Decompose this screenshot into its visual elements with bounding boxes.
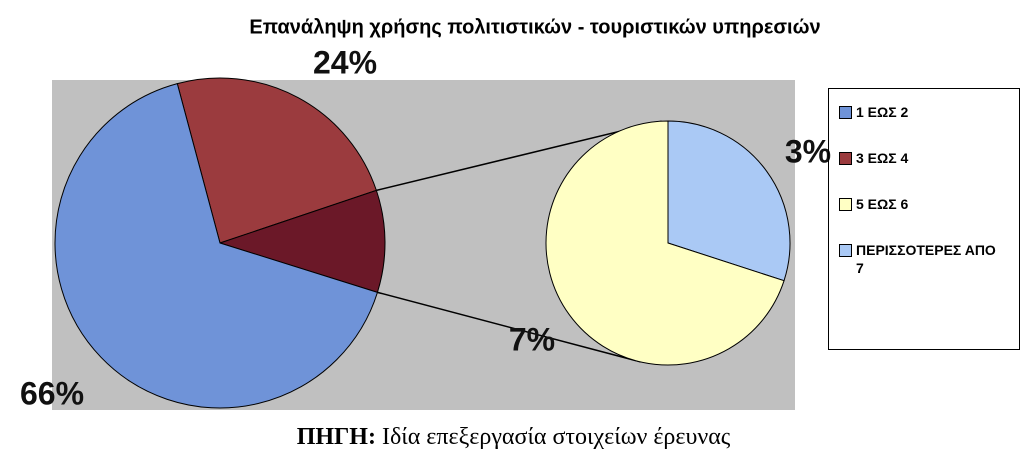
- connector: [377, 291, 641, 363]
- data-label: 66%: [20, 375, 84, 411]
- legend-item: ΠΕΡΙΣΣΟΤΕΡΕΣ ΑΠΟ 7: [839, 241, 1011, 277]
- data-label: 7%: [509, 321, 555, 357]
- legend-swatch: [839, 106, 852, 119]
- data-label: 24%: [313, 44, 377, 80]
- legend-label: 3 ΕΩΣ 4: [856, 150, 909, 166]
- pie-slice: [54, 83, 379, 409]
- data-label: 3%: [785, 133, 831, 169]
- legend-swatch: [839, 152, 852, 165]
- pie-slice: [667, 120, 791, 282]
- source: ΠΗΓΗ: Ιδία επεξεργασία στοιχείων έρευνας: [0, 424, 1027, 451]
- legend-item: 1 ΕΩΣ 2: [839, 103, 1011, 121]
- legend-item: 3 ΕΩΣ 4: [839, 149, 1011, 167]
- source-label: ΠΗΓΗ:: [296, 424, 376, 450]
- chart-title: Επανάληψη χρήσης πολιτιστικών - τουριστι…: [249, 16, 820, 38]
- legend-label: 1 ΕΩΣ 2: [856, 104, 909, 120]
- connector: [376, 120, 662, 192]
- legend-item: 5 ΕΩΣ 6: [839, 195, 1011, 213]
- pie-slice: [176, 77, 378, 244]
- legend-label: ΠΕΡΙΣΣΟΤΕΡΕΣ ΑΠΟ 7: [856, 242, 996, 276]
- pie-slice: [545, 120, 785, 366]
- legend-swatch: [839, 244, 852, 257]
- pie-slice-other: [218, 189, 386, 293]
- legend-label: 5 ΕΩΣ 6: [856, 196, 909, 212]
- legend-swatch: [839, 198, 852, 211]
- source-text: Ιδία επεξεργασία στοιχείων έρευνας: [381, 424, 731, 450]
- legend: 1 ΕΩΣ 2 3 ΕΩΣ 4 5 ΕΩΣ 6 ΠΕΡΙΣΣΟΤΕΡΕΣ ΑΠΟ 7: [828, 88, 1020, 350]
